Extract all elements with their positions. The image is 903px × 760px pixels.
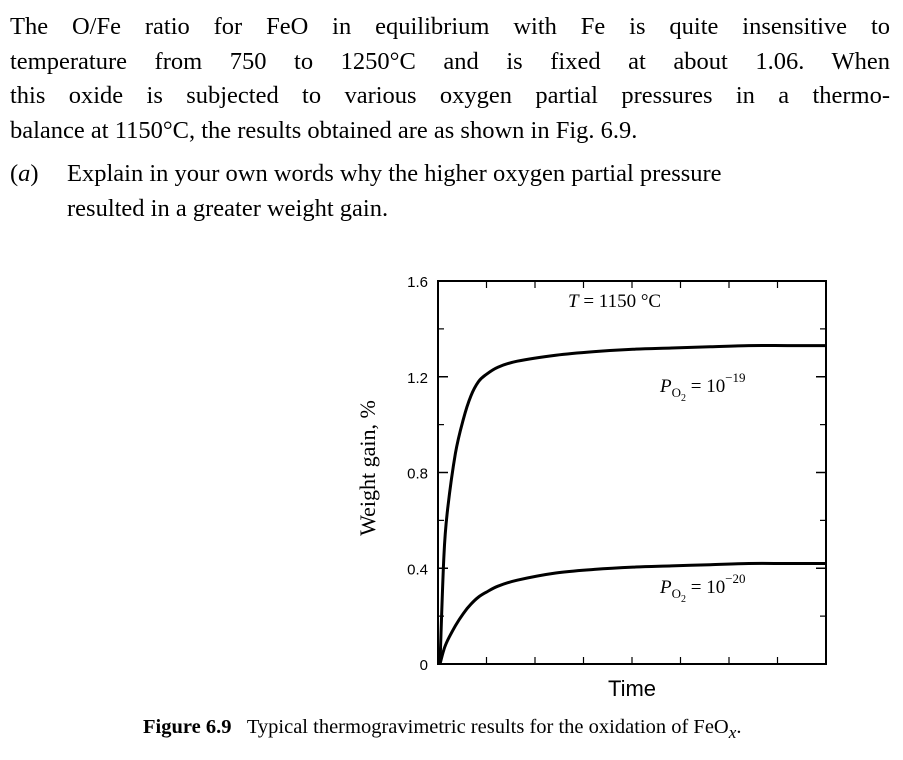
x-axis-ticks (485, 281, 779, 664)
question-label: (a) (10, 160, 39, 187)
y-axis-ticks: 0 0.4 0.8 1.2 1.6 (407, 274, 826, 674)
paragraph-line: The O/Fe ratio for FeO in equilibrium wi… (10, 13, 890, 40)
series-line-1 (438, 344, 826, 665)
y-tick-label: 0.4 (407, 561, 428, 578)
y-tick-label: 1.2 (407, 370, 428, 387)
question-text: Explain in your own words why the higher… (67, 157, 882, 226)
temperature-annotation: T = 1150 °C (568, 291, 661, 312)
paragraph-line: temperature from 750 to 1250°C and is fi… (10, 47, 890, 75)
question-line: Explain in your own words why the higher… (67, 160, 722, 187)
series-label-1: PO2 = 10−19 (659, 370, 746, 404)
y-tick-label: 1.6 (407, 274, 428, 291)
series-label-2: PO2 = 10−20 (659, 571, 746, 605)
x-axis-label: Time (608, 676, 656, 701)
paragraph-line: this oxide is subjected to various oxyge… (10, 82, 890, 109)
question-line: resulted in a greater weight gain. (67, 194, 389, 222)
y-tick-label: 0 (420, 657, 428, 674)
series-line-2 (438, 561, 826, 665)
y-axis-label: Weight gain, % (355, 400, 380, 536)
caption-text: Typical thermogravimetric results for th… (246, 716, 729, 738)
caption-subscript: x (728, 723, 737, 743)
plot-frame (437, 280, 827, 665)
figure-caption: Figure 6.9 Typical thermogravimetric res… (143, 716, 742, 743)
series-group (438, 344, 826, 665)
y-tick-label: 0.8 (407, 466, 428, 483)
thermogravimetric-chart: 0 0.4 0.8 1.2 1.6 T = 1150 °C PO2 = 10−19 PO… (355, 274, 827, 701)
caption-label: Figure 6.9 (143, 716, 232, 738)
paragraph-line: balance at 1150°C, the results obtained … (10, 116, 638, 144)
body-paragraph: The O/Fe ratio for FeO in equilibrium wi… (10, 10, 890, 148)
